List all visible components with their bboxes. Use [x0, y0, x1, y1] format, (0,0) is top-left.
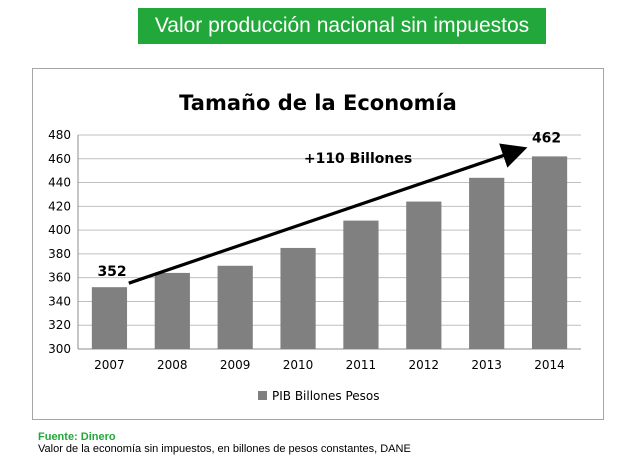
- end-value-label: 462: [532, 130, 561, 146]
- x-tick-label: 2011: [346, 358, 377, 372]
- legend-swatch: [258, 391, 267, 400]
- y-tick-label: 440: [48, 176, 71, 190]
- bar: [343, 220, 379, 349]
- y-tick-label: 340: [48, 294, 71, 308]
- source-label: Fuente: Dinero: [38, 431, 116, 443]
- y-tick-label: 300: [48, 342, 71, 356]
- x-tick-label: 2012: [409, 358, 440, 372]
- source-description: Valor de la economía sin impuestos, en b…: [38, 443, 411, 455]
- y-tick-label: 460: [48, 152, 71, 166]
- bar: [91, 287, 128, 349]
- bar: [531, 156, 568, 349]
- chart-container: Tamaño de la Economía 300 320 340 360 380 400…: [32, 68, 604, 420]
- start-value-label: 352: [97, 264, 126, 280]
- banner-title: Valor producción nacional sin impuestos: [138, 8, 546, 44]
- source-note: Fuente: Dinero Valor de la economía sin …: [38, 431, 411, 455]
- y-tick-label: 380: [48, 247, 71, 261]
- legend-label: PIB Billones Pesos: [272, 389, 380, 403]
- x-tick-label: 2007: [94, 358, 125, 372]
- y-tick-label: 320: [48, 318, 71, 332]
- y-tick-label: 360: [48, 271, 71, 285]
- trend-annotation: +110 Billones: [304, 151, 412, 167]
- x-tick-label: 2008: [157, 358, 188, 372]
- trend-arrow: [128, 143, 528, 285]
- bar: [217, 265, 253, 349]
- y-tick-label: 480: [48, 128, 71, 142]
- x-tick-label: 2014: [534, 358, 565, 372]
- bar: [154, 272, 190, 349]
- x-tick-label: 2009: [220, 358, 251, 372]
- x-tick-label: 2013: [471, 358, 502, 372]
- bar: [469, 177, 505, 349]
- y-tick-label: 400: [48, 223, 71, 237]
- y-tick-label: 420: [48, 199, 71, 213]
- x-tick-label: 2010: [283, 358, 314, 372]
- bar: [280, 247, 316, 349]
- bar: [406, 201, 442, 349]
- chart-title: Tamaño de la Economía: [179, 91, 457, 115]
- bar-chart: Tamaño de la Economía 300 320 340 360 380 400…: [48, 91, 581, 403]
